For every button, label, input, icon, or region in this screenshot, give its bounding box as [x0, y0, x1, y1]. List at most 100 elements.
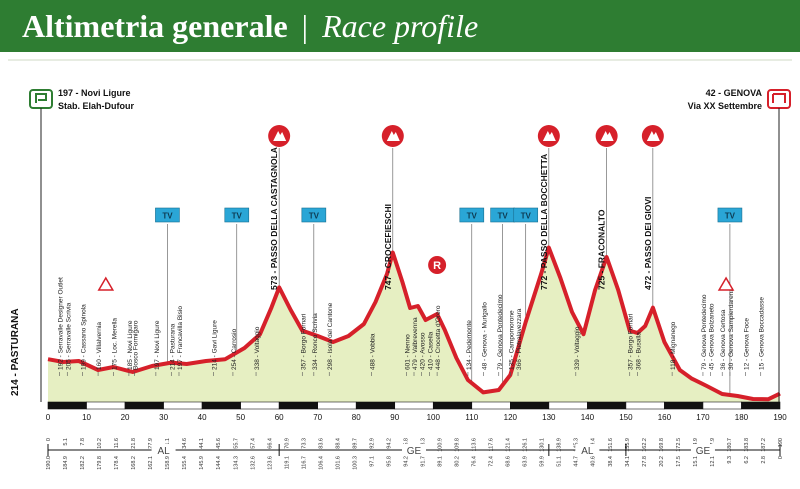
distance-from-start: 187.2	[761, 438, 767, 452]
place-label: 160 - Villalvernia	[96, 322, 103, 370]
place-label: Bosco Formigaro	[133, 320, 140, 370]
distance-from-start: 57.4	[250, 438, 256, 449]
place-label: 339 - Voltaggio	[574, 326, 581, 370]
place-label: 79 - Genova Pontedecimo	[701, 294, 708, 370]
km-axis-segment	[163, 401, 203, 410]
place-label: 197 - Novi Ligure	[154, 320, 161, 370]
distance-from-start: 55.7	[233, 438, 239, 449]
finish-label-line2: Via XX Settembre	[688, 101, 762, 111]
distance-from-start: 117.6	[489, 438, 495, 451]
tv-icon-label: TV	[162, 212, 173, 221]
place-label: 175 - Loc. Merella	[111, 318, 118, 370]
feed-zone-icon	[717, 276, 735, 291]
distance-to-finish: 190.0	[46, 456, 52, 470]
distance-to-finish: 40.6	[591, 456, 597, 467]
start-altitude-label: 214 - PASTURANA	[10, 308, 21, 396]
mountain-icon	[386, 131, 400, 141]
distance-from-start: 94.2	[386, 438, 392, 449]
start-flag-glyph	[35, 93, 47, 103]
place-label: 79 - Genova Pontedecimo	[497, 294, 504, 370]
place-label: 12 - Genova Foce	[743, 318, 750, 370]
tv-icon	[224, 207, 250, 223]
tv-icon	[301, 207, 327, 223]
distance-to-finish: 0	[778, 456, 784, 459]
tv-icon-label: TV	[725, 212, 736, 221]
km-tick-label: 90	[390, 413, 399, 422]
km-tick-label: 150	[619, 413, 633, 422]
place-label: 254 - Carrosio	[231, 328, 238, 370]
distance-from-start: 31.1	[165, 438, 171, 449]
distance-from-start: 151.6	[608, 438, 614, 452]
region-label-bg	[402, 444, 426, 456]
distance-to-finish: 91.7	[421, 456, 427, 467]
km-tick-label: 20	[121, 413, 130, 422]
distance-to-finish: 38.4	[608, 456, 614, 467]
km-axis-segment	[317, 401, 357, 410]
place-label: 488 - Vobbia	[370, 333, 377, 370]
km-tick-label: 40	[198, 413, 207, 422]
km-tick-label: 180	[735, 413, 749, 422]
place-label: 185 - Novi Ligure	[127, 320, 134, 370]
distance-from-start: 83.6	[318, 438, 324, 449]
intermediate-sprint-letter: R	[433, 260, 441, 272]
km-axis-segment	[355, 401, 396, 410]
mountain-icon	[646, 131, 660, 141]
distance-from-start: 95.8	[403, 438, 409, 449]
place-label: 420 - Avosso	[420, 332, 427, 370]
distance-from-start: 7.8	[80, 438, 86, 446]
place-label: 334 - Ronco Scrivia	[312, 313, 319, 370]
km-axis-segment	[86, 401, 126, 410]
distance-from-start: 155.9	[625, 438, 631, 452]
distance-from-start: 169.8	[659, 438, 665, 452]
km-tick-label: 80	[352, 413, 361, 422]
km-tick-label: 0	[46, 413, 51, 422]
km-axis-segment	[278, 401, 318, 410]
region-label: AL	[581, 446, 594, 457]
distance-from-start: 138.9	[557, 438, 563, 452]
distance-to-finish: 80.2	[455, 456, 461, 467]
tv-icon-label: TV	[497, 212, 508, 221]
distance-from-start: 34.6	[182, 438, 188, 449]
kom-label: 747 - CROCEFIESCHI	[383, 204, 393, 290]
distance-from-start: 98.3	[421, 438, 427, 449]
title-bar: Altimetria generale | Race profile	[0, 0, 800, 52]
region-label: AL	[157, 446, 170, 457]
place-label: 118 - Mignanego	[670, 321, 677, 370]
distance-to-finish: 100.3	[352, 456, 358, 470]
distance-from-start: 172.5	[676, 438, 682, 452]
km-tick-label: 60	[275, 413, 284, 422]
tv-icon	[717, 207, 743, 223]
finish-flag-glyph	[772, 93, 786, 103]
place-label: 368 - Busalla	[635, 332, 642, 370]
intermediate-sprint-icon	[428, 256, 447, 274]
kom-label: 772 - PASSO DELLA BOCCHETTA	[539, 154, 549, 290]
distance-to-finish: 155.4	[182, 456, 188, 470]
distance-from-start: 89.7	[352, 438, 358, 449]
distance-to-finish: 182.2	[80, 456, 86, 470]
distance-to-finish: 89.1	[438, 456, 444, 467]
distance-from-start: 21.8	[131, 438, 137, 449]
distance-to-finish: 94.2	[403, 456, 409, 467]
finish-flag-icon	[767, 89, 791, 109]
distance-to-finish: 27.8	[642, 456, 648, 467]
distance-from-start: 162.2	[642, 438, 648, 452]
km-tick-label: 190	[773, 413, 787, 422]
distance-to-finish: 101.6	[335, 456, 341, 470]
distance-from-start: 130.1	[540, 438, 546, 452]
km-axis-segment	[548, 401, 588, 410]
distance-to-finish: 162.1	[148, 456, 154, 470]
place-label: 30 - Genova Sampierdarena	[728, 288, 735, 370]
place-label: 48 - Genova - Murigallo	[481, 302, 488, 370]
place-label: 15 - Genova Boccadasse	[759, 297, 766, 370]
distance-from-start: 0	[46, 438, 52, 441]
distance-from-start: 92.9	[369, 438, 375, 449]
distance-to-finish: 6.2	[744, 456, 750, 464]
title-english: Race profile	[322, 7, 479, 44]
place-label: 448 - Crocetta d'Orero	[435, 305, 442, 370]
region-label: GE	[696, 446, 711, 457]
distance-to-finish: 178.4	[114, 456, 120, 470]
distance-from-start: 45.6	[216, 438, 222, 449]
distance-to-finish: 44.7	[574, 456, 580, 467]
distance-to-finish: 144.4	[216, 456, 222, 470]
kom-label: 573 - PASSO DELLA CASTAGNOLA	[269, 147, 279, 290]
